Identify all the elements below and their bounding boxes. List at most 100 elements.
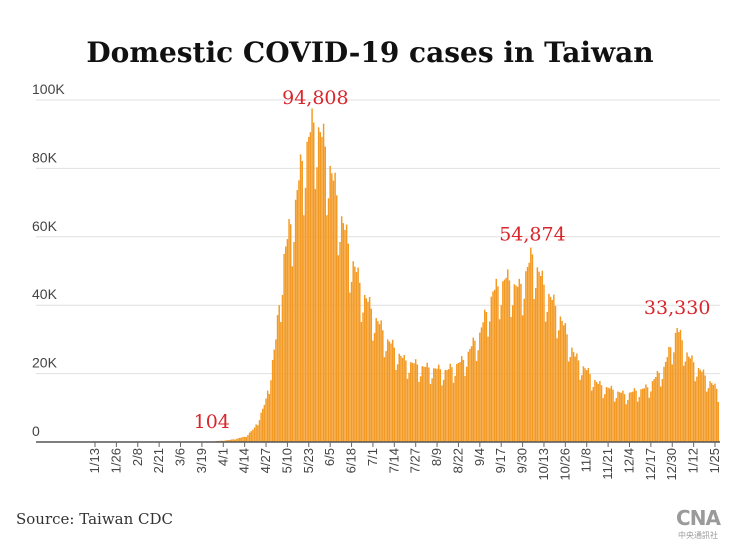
bar [423, 366, 425, 442]
bar [350, 281, 353, 442]
bar [582, 366, 585, 442]
bar [623, 394, 626, 442]
bars [74, 108, 720, 443]
bar [490, 296, 493, 442]
x-tick-label: 5/23 [301, 448, 316, 473]
bar [408, 372, 410, 442]
bar [635, 390, 637, 442]
bar [661, 379, 664, 442]
bar [622, 390, 624, 442]
bar [383, 357, 386, 442]
bar [706, 391, 708, 442]
bar [340, 216, 343, 442]
bar [671, 364, 673, 442]
bar [437, 364, 440, 442]
x-tick-label: 5/10 [279, 448, 294, 473]
bar [428, 367, 430, 442]
bar [590, 390, 593, 442]
x-tick-label: 12/30 [664, 448, 679, 481]
x-tick-label: 9/30 [515, 448, 530, 473]
bar [510, 316, 512, 442]
bar [260, 412, 262, 442]
bar [507, 269, 509, 442]
bar [229, 439, 231, 442]
bar [480, 327, 483, 442]
y-tick-label: 60K [32, 218, 58, 234]
bar [296, 190, 299, 442]
bar [253, 427, 256, 442]
bar [326, 215, 328, 442]
bar [669, 347, 672, 442]
bar [618, 392, 621, 442]
x-tick-label: 10/13 [536, 448, 551, 481]
bar [544, 321, 547, 442]
bar [528, 262, 530, 442]
bar [368, 296, 371, 442]
x-tick-label: 11/8 [579, 448, 594, 472]
bar [617, 391, 619, 442]
bar [587, 367, 590, 442]
bar [311, 108, 313, 443]
bar [553, 294, 555, 442]
bar [479, 332, 481, 442]
peak-annotation: 54,874 [499, 223, 565, 245]
bar [497, 286, 499, 442]
bar [558, 330, 560, 442]
bar [263, 404, 266, 442]
bar [243, 436, 246, 442]
bar [414, 359, 417, 442]
bar [628, 392, 631, 442]
bar [581, 375, 583, 442]
bar [396, 364, 399, 442]
bar [701, 371, 703, 442]
bar [400, 355, 402, 442]
bar [441, 385, 443, 442]
x-tick-label: 4/27 [258, 448, 273, 473]
bar [230, 439, 233, 442]
bar [538, 271, 540, 442]
bar [511, 305, 514, 442]
bar [419, 376, 422, 442]
bar [352, 261, 354, 442]
peak-annotation: 104 [194, 411, 230, 433]
bar [498, 319, 501, 442]
bar [597, 383, 599, 442]
bar [646, 387, 649, 442]
bar [301, 160, 303, 443]
bar [548, 293, 550, 442]
bar [676, 328, 678, 442]
bar [426, 362, 428, 442]
bar [454, 375, 456, 442]
bar [332, 180, 335, 442]
bar [656, 370, 659, 442]
bar [687, 356, 690, 442]
bar [316, 167, 318, 442]
bar [520, 283, 522, 442]
bar [500, 305, 502, 442]
bar [566, 334, 568, 442]
bar [227, 440, 229, 442]
bar [484, 309, 486, 442]
x-tick-label: 2/21 [151, 448, 166, 473]
x-tick-label: 1/13 [87, 448, 102, 473]
bar [645, 384, 647, 442]
bar [648, 397, 650, 442]
bar [270, 380, 272, 442]
bar [373, 332, 376, 442]
bar [595, 381, 598, 442]
bar [317, 127, 320, 442]
bar [314, 189, 317, 442]
bar [673, 352, 675, 442]
bar [536, 267, 539, 442]
bar [681, 340, 683, 442]
bar [521, 315, 524, 442]
bar [679, 329, 682, 442]
bar [589, 374, 591, 442]
logo-subtitle: 中央通訊社 [678, 531, 718, 540]
bar [502, 281, 504, 442]
bar [234, 439, 236, 442]
bar [678, 332, 680, 442]
bar [401, 357, 404, 442]
bar [462, 359, 465, 442]
